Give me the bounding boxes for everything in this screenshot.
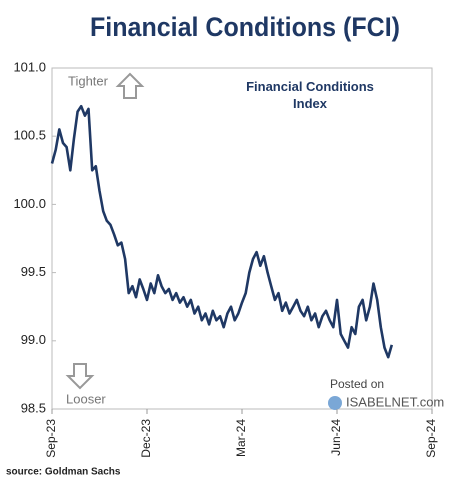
x-tick-label: Sep-23 — [44, 419, 58, 458]
x-tick-label: Jun-24 — [329, 419, 343, 456]
y-tick-label: 99.5 — [21, 264, 46, 279]
chart-title: Financial Conditions (FCI) — [90, 12, 400, 42]
y-tick-label: 100.0 — [13, 196, 46, 211]
up-arrow — [115, 72, 145, 99]
watermark-globe — [328, 396, 342, 410]
x-tick-label: Mar-24 — [234, 419, 248, 457]
watermark-line2: ISABELNET.com — [346, 394, 444, 409]
fci-line — [50, 104, 394, 359]
lower-label: Looser — [66, 391, 106, 406]
y-tick-label: 98.5 — [21, 400, 46, 415]
y-tick-label: 99.0 — [21, 332, 46, 347]
annotation: Financial Conditions Index — [246, 79, 374, 111]
x-tick-label: Sep-24 — [424, 419, 438, 458]
source: source: Goldman Sachs — [6, 467, 121, 478]
plot-frame — [51, 67, 433, 410]
watermark-line1: Posted on — [330, 377, 384, 391]
y-tick-label: 101.0 — [13, 59, 46, 74]
annotation-box: Financial Conditions Index — [246, 79, 374, 111]
upper-label: Tighter — [68, 73, 109, 88]
x-tick-label: Dec-23 — [139, 419, 153, 458]
down-arrow — [65, 363, 95, 390]
y-tick-label: 100.5 — [13, 128, 46, 143]
